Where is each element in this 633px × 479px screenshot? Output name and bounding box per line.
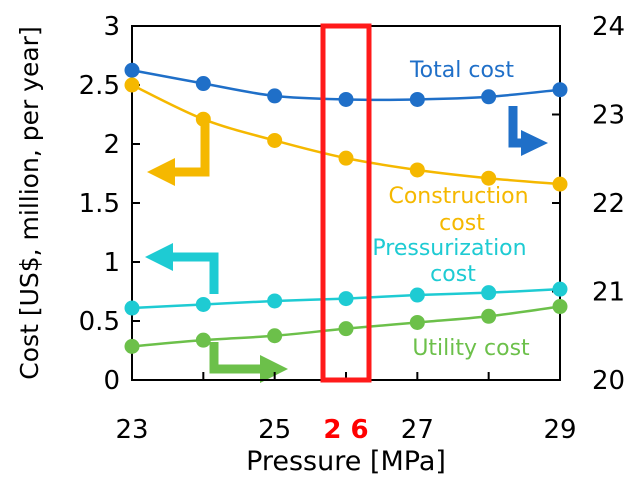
data-point-1: [409, 162, 425, 178]
y-right-tick-label: 22: [592, 189, 625, 219]
data-point-0: [552, 82, 568, 98]
y-left-tick-label: 1: [103, 248, 120, 278]
x-tick-label: 25: [258, 415, 291, 445]
arrow-total-cost-shaft: [508, 106, 523, 148]
data-point-1: [267, 132, 283, 148]
y-right-tick-label: 20: [592, 366, 625, 396]
y-left-tick-label: 2: [103, 130, 120, 160]
data-point-2: [552, 281, 568, 297]
data-point-0: [481, 89, 497, 105]
data-point-3: [124, 338, 140, 354]
axis-arrows: [145, 106, 548, 383]
data-point-0: [409, 91, 425, 107]
data-point-3: [409, 314, 425, 330]
x-tick-label: 23: [115, 415, 148, 445]
data-point-2: [124, 300, 140, 316]
data-point-3: [552, 299, 568, 315]
data-point-3: [195, 332, 211, 348]
y-left-tick-label: 0: [103, 366, 120, 396]
data-point-2: [338, 291, 354, 307]
x-tick-label-highlight: 2 6: [323, 415, 368, 445]
y-left-tick-label: 2.5: [79, 71, 120, 101]
arrow-pressurization-cost-shaft: [171, 252, 219, 294]
y-right-tick-label: 23: [592, 101, 625, 131]
y-right-tick-label: 24: [592, 12, 625, 42]
data-point-0: [195, 76, 211, 92]
highlight-box: [320, 23, 372, 383]
y-axis-label: Cost [US$, million, per year]: [15, 26, 44, 379]
data-point-2: [481, 285, 497, 301]
x-axis-label: Pressure [MPa]: [246, 446, 446, 477]
arrow-total-cost-head: [521, 130, 548, 156]
arrow-utility-cost-head: [260, 355, 288, 383]
data-point-3: [338, 321, 354, 337]
y-left-tick-label: 3: [103, 12, 120, 42]
x-tick-label: 29: [543, 415, 576, 445]
annotation-pressurization-cost: Pressurization cost: [372, 236, 533, 287]
x-tick-label: 27: [401, 415, 434, 445]
annotation-total-cost: Total cost: [409, 58, 514, 83]
arrow-utility-cost-shaft: [209, 342, 262, 374]
arrow-pressurization-cost-head: [145, 243, 173, 271]
y-left-tick-label: 0.5: [79, 307, 120, 337]
arrow-construction-cost-shaft: [173, 124, 210, 177]
data-point-1: [552, 176, 568, 192]
data-point-0: [124, 62, 140, 78]
data-point-1: [195, 111, 211, 127]
data-point-2: [195, 296, 211, 312]
y-left-tick-label: 1.5: [79, 189, 120, 219]
data-point-3: [481, 308, 497, 324]
annotation-utility-cost: Utility cost: [412, 336, 530, 361]
annotation-construction-cost: Construction cost: [388, 184, 535, 236]
data-point-2: [267, 293, 283, 309]
series-layer: [124, 62, 568, 354]
data-point-1: [481, 170, 497, 186]
data-point-2: [409, 287, 425, 303]
data-point-3: [267, 328, 283, 344]
data-point-1: [124, 77, 140, 93]
data-point-0: [338, 91, 354, 107]
tick-labels: 0 0.5 1 1.5 2 2.5 3 20 21 22 23 24 23 25 27 29 2 6: [79, 12, 625, 445]
arrow-construction-cost-head: [147, 158, 175, 186]
data-point-0: [267, 88, 283, 104]
data-point-1: [338, 150, 354, 166]
y-right-tick-label: 21: [592, 278, 625, 308]
